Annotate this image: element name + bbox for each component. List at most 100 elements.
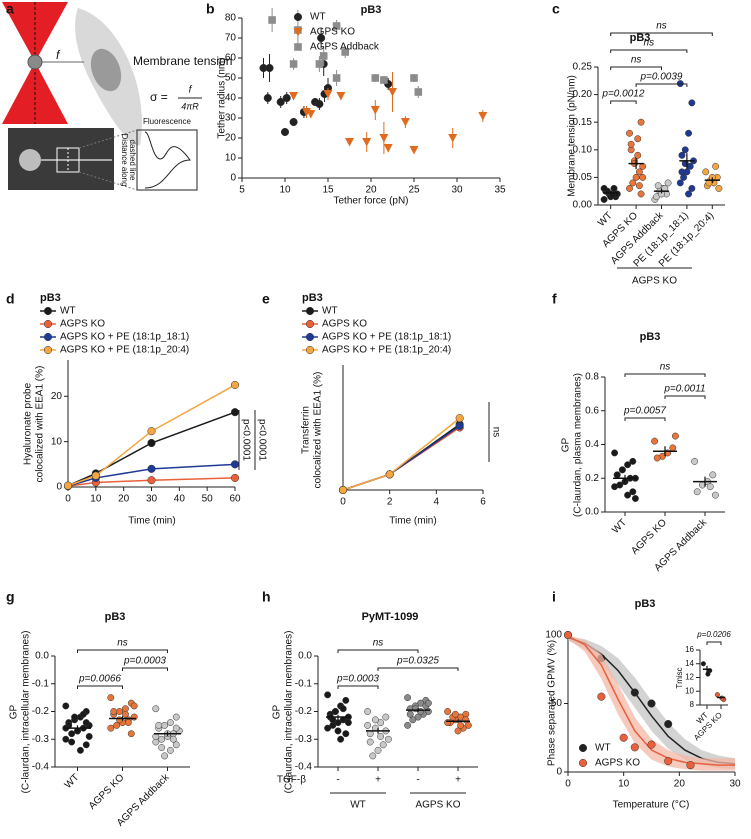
- x-tick-label: 30: [146, 494, 158, 505]
- y-tick-label: -0.3: [295, 734, 313, 745]
- panel-letter: i: [552, 589, 556, 605]
- y-tick-label: 50: [225, 73, 237, 84]
- x-tick-label: 20: [118, 494, 130, 505]
- x-axis-label: Temperature (°C): [613, 800, 690, 811]
- significance-label: p=0.0011: [663, 384, 705, 395]
- data-point: [619, 733, 628, 742]
- chart-title: pB3: [635, 598, 656, 610]
- y-tick-label: -0.2: [295, 706, 313, 717]
- data-point: [147, 464, 156, 473]
- data-point: [68, 738, 76, 746]
- data-point: [331, 708, 339, 715]
- y-tick-label: 0.20: [573, 89, 593, 100]
- force-label: f: [56, 48, 61, 62]
- y-axis-label: (C-laurdan, intracellular membranes): [21, 631, 32, 794]
- panel-letter: c: [552, 1, 560, 17]
- data-point: [634, 151, 642, 159]
- significance-bracket: [664, 395, 706, 399]
- data-point: [693, 488, 701, 496]
- y-tick-label: 0.6: [585, 405, 599, 416]
- series-line: [342, 417, 461, 491]
- data-point: [71, 713, 79, 721]
- data-point: [664, 179, 672, 187]
- significance-bracket: [77, 649, 168, 653]
- y-tick-label: 0.4: [585, 439, 599, 450]
- data-point: [280, 127, 290, 137]
- data-point: [332, 74, 341, 82]
- y-axis-label: Tether radius (nm): [217, 57, 228, 138]
- data-point: [631, 495, 639, 502]
- data-point: [317, 33, 326, 43]
- significance-label: p=0.0003: [123, 656, 166, 667]
- data-point: [342, 696, 350, 704]
- data-point: [630, 688, 639, 697]
- data-point: [158, 735, 166, 743]
- data-point: [265, 63, 274, 73]
- y-tick-label: 0: [230, 173, 236, 184]
- data-point: [678, 168, 686, 176]
- data-point: [712, 162, 720, 170]
- data-point: [600, 184, 608, 192]
- data-point: [635, 182, 643, 190]
- legend-label: WT: [310, 12, 326, 23]
- data-point: [634, 135, 642, 143]
- data-point: [369, 752, 377, 760]
- data-point: [63, 481, 73, 490]
- y-axis-label: Phase separated GPMV (%): [547, 640, 558, 766]
- y-tick-label: 0: [56, 482, 62, 493]
- y-axis-label: Membrane tension (pN/nm): [567, 75, 578, 197]
- data-point: [282, 93, 291, 103]
- y-tick-label: 16: [685, 645, 694, 654]
- nucleus: [90, 48, 122, 92]
- x-tick-label: AGPS KO: [629, 517, 669, 557]
- chart-title: pB3: [640, 331, 661, 343]
- y-axis-label: GP: [9, 704, 20, 719]
- legend-marker: [305, 319, 315, 329]
- series-line: [342, 425, 461, 491]
- x-tick-label: 0: [65, 494, 71, 505]
- significance-label: ns: [631, 55, 642, 66]
- legend-label: AGPS KO: [595, 758, 640, 769]
- profile-title: Fluorescence: [143, 117, 192, 126]
- data-point: [289, 60, 298, 68]
- chart-title: PyMT-1099: [362, 611, 419, 623]
- data-point: [172, 724, 180, 732]
- data-point: [671, 432, 679, 440]
- annotation: p<0.0001: [256, 419, 267, 461]
- data-point: [455, 421, 464, 430]
- data-point: [230, 408, 240, 417]
- y-tick-label: 0.8: [585, 372, 599, 383]
- series-line: [67, 477, 236, 487]
- x-axis-label: Tether force (pN): [333, 196, 408, 207]
- profile-axis: dashed line: [128, 140, 137, 181]
- data-point: [409, 146, 419, 155]
- significance-bracket: [610, 66, 662, 70]
- data-point: [263, 93, 272, 103]
- fit-curve: [567, 635, 735, 766]
- legend-label: AGPS KO + PE (18:1p_18:1): [322, 332, 451, 343]
- panel-letter: b: [206, 1, 215, 17]
- legend-label: AGPS KO: [322, 319, 367, 330]
- data-point: [457, 721, 465, 729]
- formula-numerator: f: [189, 85, 193, 96]
- y-tick-label: 60: [225, 53, 237, 64]
- x-tick-label: +: [455, 775, 461, 786]
- y-tick-label: 0.2: [585, 473, 599, 484]
- bead-image: [19, 149, 41, 171]
- data-point: [337, 735, 345, 743]
- bead: [27, 54, 43, 70]
- significance-label: ns: [656, 21, 667, 32]
- panel-letter: h: [262, 589, 271, 605]
- y-tick-label: 0.05: [573, 172, 593, 183]
- data-point: [62, 702, 70, 710]
- x-tick-label: 60: [229, 494, 241, 505]
- data-point: [629, 488, 637, 496]
- data-point: [686, 761, 695, 770]
- panel-letter: e: [262, 291, 270, 307]
- legend-label: AGPS KO: [60, 319, 105, 330]
- data-point: [385, 470, 394, 479]
- panel-letter: f: [552, 291, 557, 307]
- data-point: [611, 483, 619, 491]
- data-point: [410, 74, 418, 82]
